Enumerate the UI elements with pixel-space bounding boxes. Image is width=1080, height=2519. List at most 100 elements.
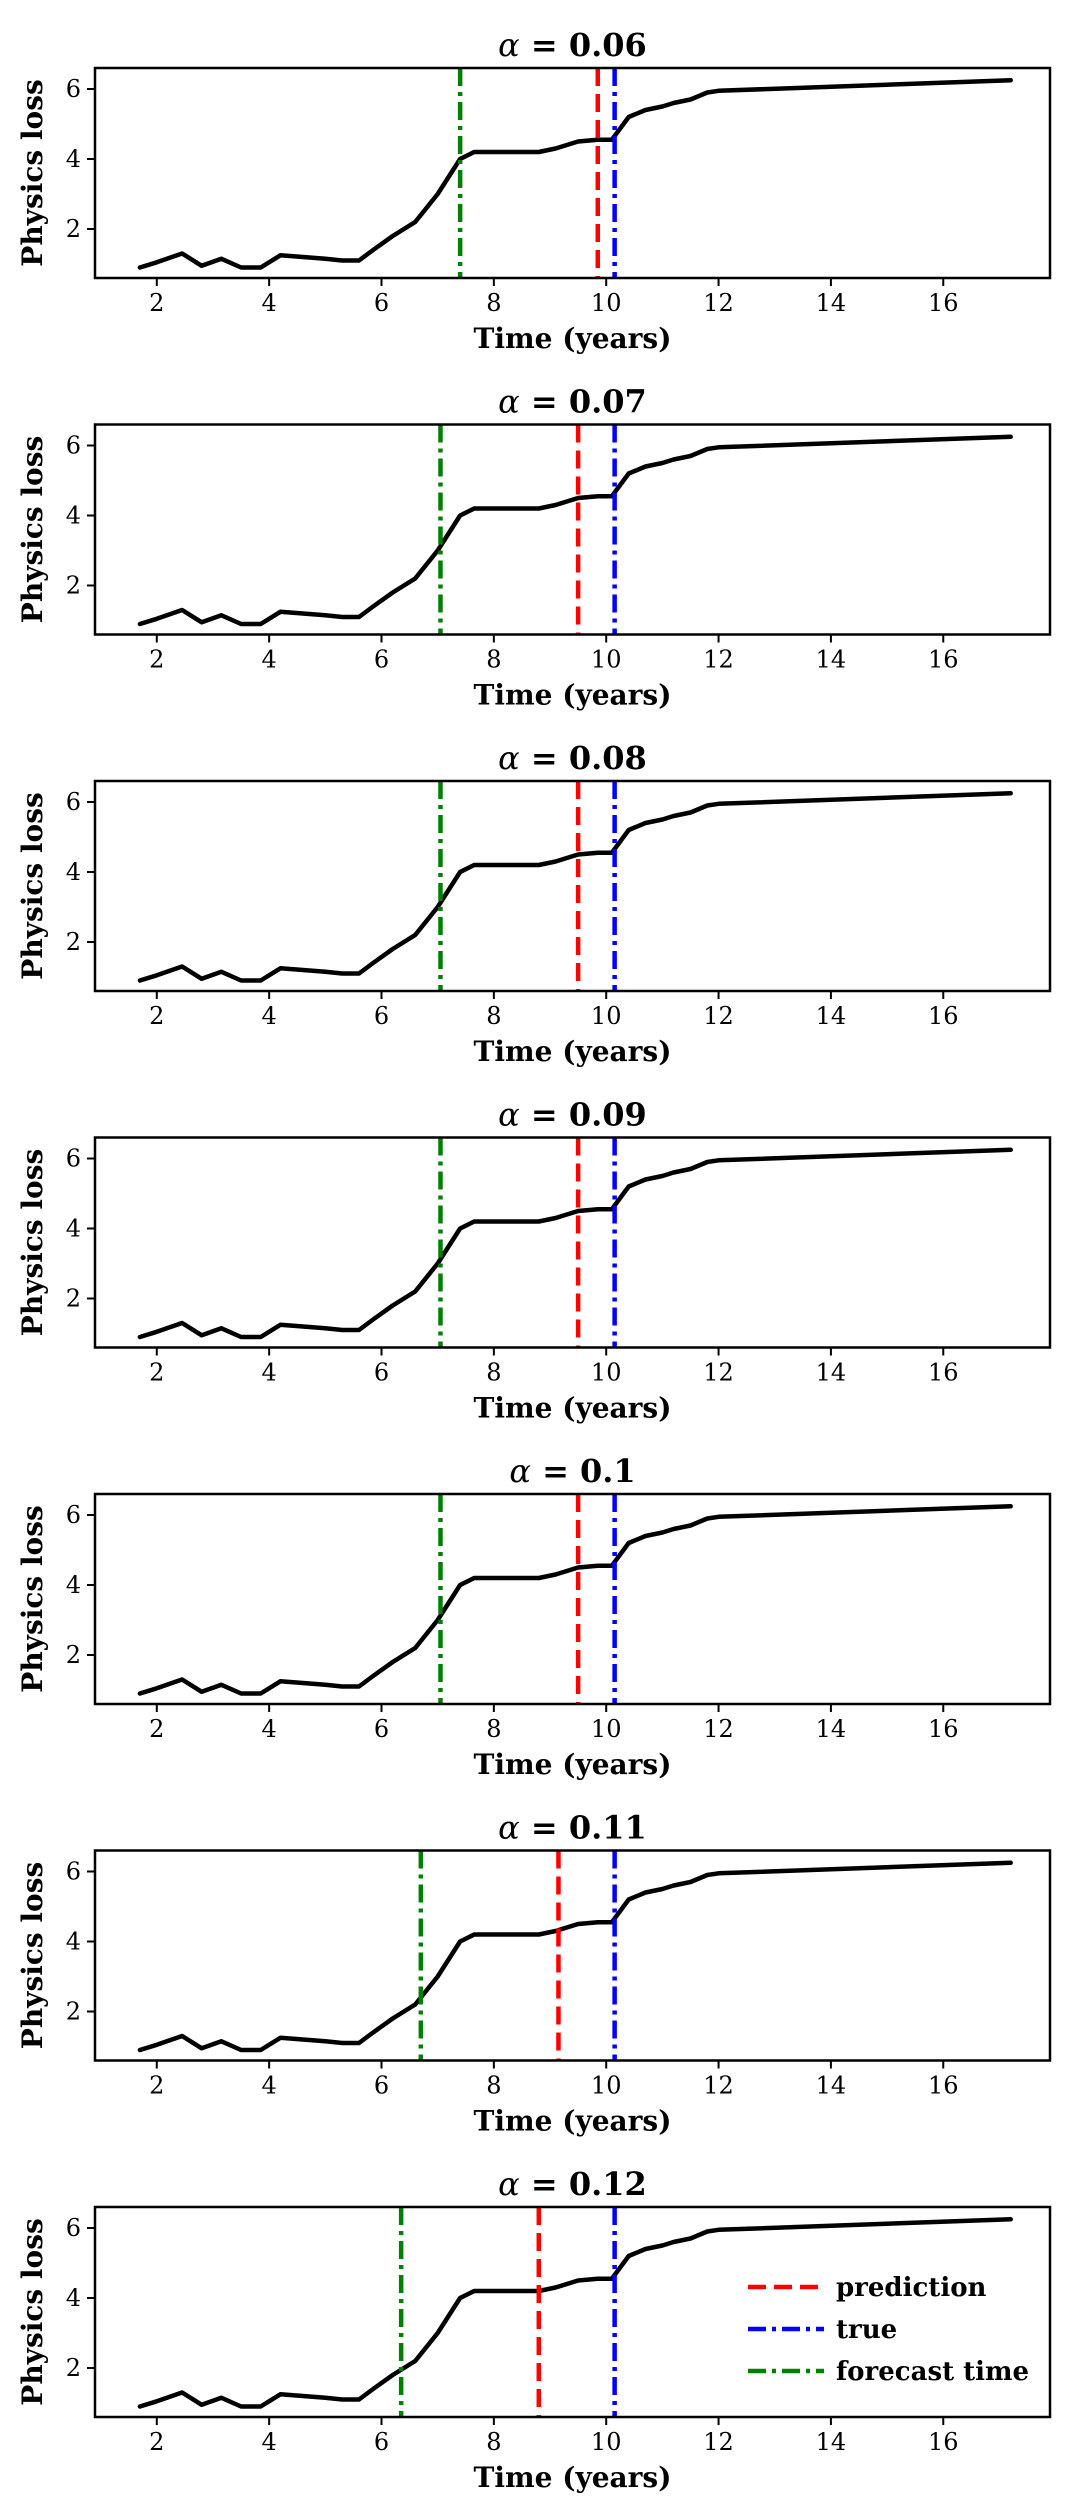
x-tick-label: 2	[149, 1002, 164, 1030]
x-tick-label: 8	[486, 1002, 501, 1030]
legend-label: true	[836, 2315, 897, 2345]
title-variable: α	[498, 1096, 520, 1134]
x-tick-label: 16	[928, 1002, 959, 1030]
x-tick-label: 8	[486, 289, 501, 317]
chart-title: α = 0.12	[498, 2165, 647, 2203]
y-tick-label: 4	[66, 2284, 81, 2312]
x-tick-label: 14	[816, 289, 847, 317]
x-tick-label: 14	[816, 2428, 847, 2456]
x-tick-label: 6	[374, 646, 389, 674]
y-tick-label: 6	[66, 788, 81, 816]
y-tick-label: 2	[66, 1285, 81, 1313]
axes-frame	[93, 1136, 1052, 1349]
chart-title: α = 0.08	[498, 739, 647, 777]
x-tick-label: 10	[591, 2072, 622, 2100]
title-variable: α	[498, 383, 520, 421]
chart-title: α = 0.06	[498, 26, 647, 64]
y-tick-label: 2	[66, 1641, 81, 1669]
x-tick-label: 2	[149, 2428, 164, 2456]
y-axis-label: Physics loss	[16, 79, 49, 266]
x-tick-label: 16	[928, 1359, 959, 1387]
x-tick-label: 8	[486, 1715, 501, 1743]
title-value: = 0.12	[520, 2165, 647, 2203]
physics-loss-line	[137, 2217, 1013, 2409]
x-axis-label: Time (years)	[474, 1748, 672, 1781]
axes-frame	[93, 66, 1052, 280]
y-axis-label: Physics loss	[16, 436, 49, 623]
x-tick-label: 16	[928, 289, 959, 317]
legend-label: prediction	[836, 2273, 987, 2303]
x-tick-label: 16	[928, 2428, 959, 2456]
x-tick-label: 6	[374, 2428, 389, 2456]
title-value: = 0.11	[520, 1809, 647, 1847]
axes-frame	[93, 2205, 1052, 2419]
x-tick-label: 12	[703, 1715, 734, 1743]
y-tick-label: 2	[66, 572, 81, 600]
chart-panel-2: α = 0.07 2 4 6 8 10 12 14 16 2 4 6 Time (years) Physi…	[16, 383, 1052, 712]
x-tick-label: 2	[149, 1715, 164, 1743]
axes-frame	[93, 1492, 1052, 1706]
x-tick-label: 12	[703, 1359, 734, 1387]
x-tick-label: 2	[149, 289, 164, 317]
x-tick-label: 4	[262, 289, 277, 317]
x-tick-label: 6	[374, 1359, 389, 1387]
x-tick-label: 8	[486, 646, 501, 674]
chart-panel-7: α = 0.12 2 4 6 8 10 12 14 16 2 4 6 Time (years) Physi…	[16, 2165, 1052, 2494]
x-tick-label: 8	[486, 1359, 501, 1387]
x-tick-label: 12	[703, 1002, 734, 1030]
title-variable: α	[498, 1809, 520, 1847]
x-tick-label: 8	[486, 2072, 501, 2100]
x-tick-label: 6	[374, 1002, 389, 1030]
chart-title: α = 0.09	[498, 1096, 647, 1134]
x-tick-label: 4	[262, 1715, 277, 1743]
x-tick-label: 6	[374, 1715, 389, 1743]
x-tick-label: 12	[703, 2428, 734, 2456]
y-axis-label: Physics loss	[16, 1862, 49, 2049]
y-axis-label: Physics loss	[16, 1505, 49, 1692]
x-tick-label: 4	[262, 1359, 277, 1387]
chart-panel-3: α = 0.08 2 4 6 8 10 12 14 16 2 4 6 Time (years) Physi…	[16, 739, 1052, 1068]
y-tick-label: 2	[66, 1998, 81, 2026]
x-tick-label: 16	[928, 1715, 959, 1743]
y-tick-label: 6	[66, 432, 81, 460]
title-value: = 0.07	[520, 383, 647, 421]
y-axis-label: Physics loss	[16, 2218, 49, 2405]
y-axis-label: Physics loss	[16, 792, 49, 979]
x-axis-label: Time (years)	[474, 2105, 672, 2138]
y-tick-label: 6	[66, 2214, 81, 2242]
axes-frame	[93, 779, 1052, 993]
x-tick-label: 12	[703, 2072, 734, 2100]
title-variable: α	[498, 2165, 520, 2203]
y-tick-label: 6	[66, 1858, 81, 1886]
x-tick-label: 16	[928, 2072, 959, 2100]
y-tick-label: 2	[66, 928, 81, 956]
title-value: = 0.08	[520, 739, 647, 777]
physics-loss-line	[137, 77, 1013, 270]
x-tick-label: 4	[262, 646, 277, 674]
x-tick-label: 14	[816, 1359, 847, 1387]
x-tick-label: 14	[816, 646, 847, 674]
x-tick-label: 8	[486, 2428, 501, 2456]
y-tick-label: 4	[66, 1215, 81, 1243]
y-tick-label: 4	[66, 502, 81, 530]
chart-panel-6: α = 0.11 2 4 6 8 10 12 14 16 2 4 6 Time (years) Physi…	[16, 1809, 1052, 2138]
legend-label: forecast time	[836, 2357, 1029, 2387]
chart-title: α = 0.1	[509, 1452, 635, 1490]
x-axis-label: Time (years)	[474, 322, 672, 355]
axes-frame	[93, 1849, 1052, 2062]
y-tick-label: 6	[66, 1145, 81, 1173]
chart-panel-1: α = 0.06 2 4 6 8 10 12 14 16 2 4 6 Time (years) Physi…	[16, 26, 1052, 355]
chart-panel-4: α = 0.09 2 4 6 8 10 12 14 16 2 4 6 Time (years) Physi…	[16, 1096, 1052, 1425]
x-tick-label: 14	[816, 1002, 847, 1030]
x-axis-label: Time (years)	[474, 1392, 672, 1425]
y-tick-label: 4	[66, 145, 81, 173]
x-tick-label: 4	[262, 1002, 277, 1030]
y-tick-label: 6	[66, 1501, 81, 1529]
chart-title: α = 0.07	[498, 383, 647, 421]
x-tick-label: 4	[262, 2428, 277, 2456]
axes-frame	[93, 423, 1052, 636]
chart-title: α = 0.11	[498, 1809, 647, 1847]
x-tick-label: 6	[374, 289, 389, 317]
y-tick-label: 4	[66, 1571, 81, 1599]
